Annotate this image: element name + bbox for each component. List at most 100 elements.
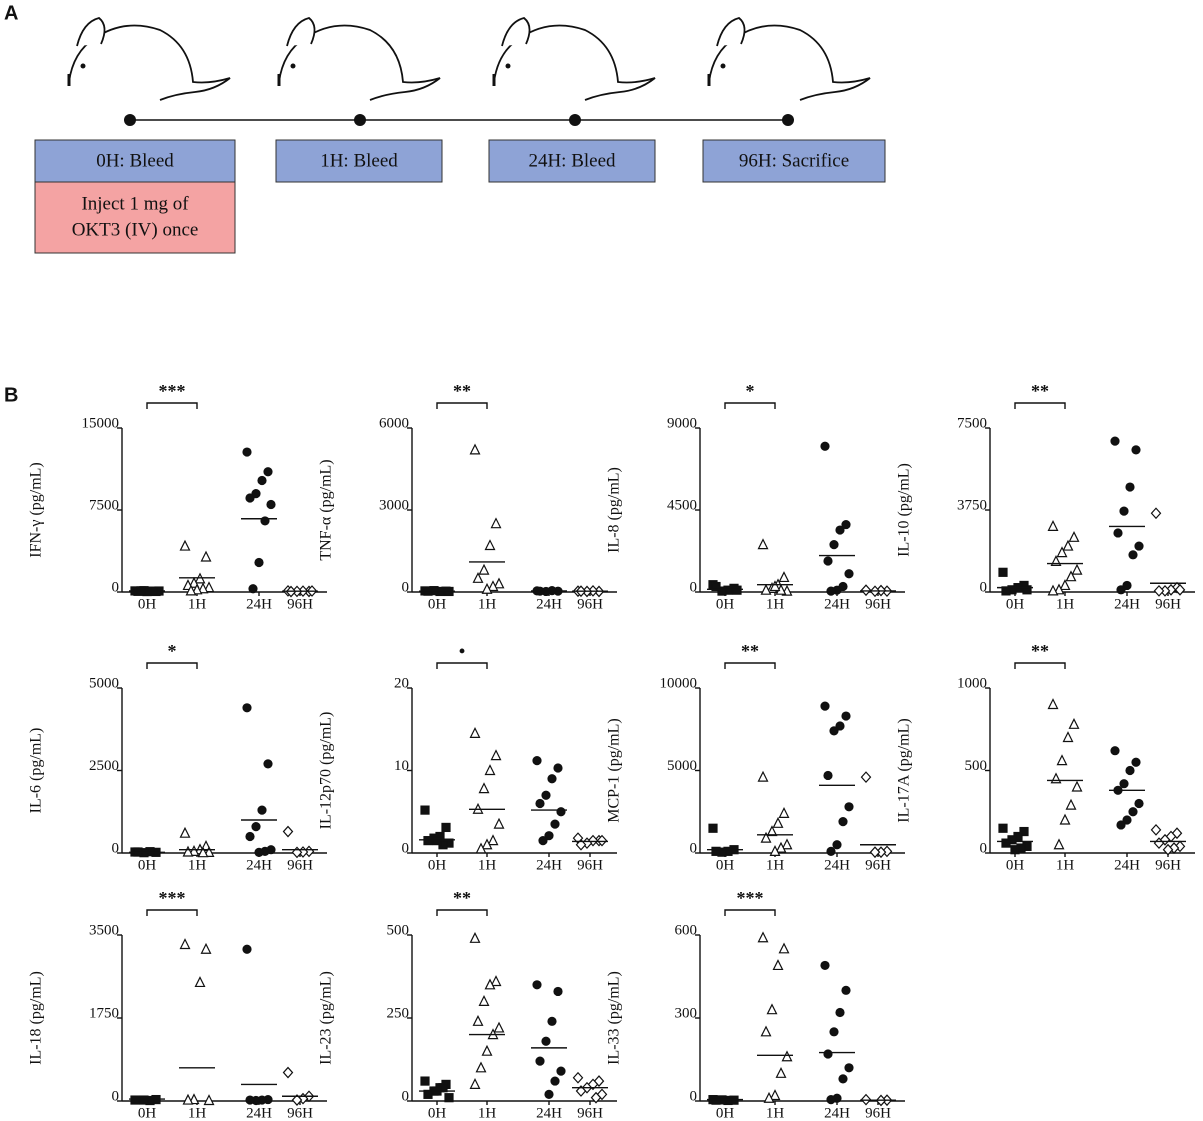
point bbox=[772, 959, 784, 971]
significance-bracket bbox=[724, 402, 776, 409]
point bbox=[544, 831, 554, 841]
point bbox=[775, 841, 787, 853]
x-tick-label: 0H bbox=[716, 857, 735, 873]
y-tick-label: 0 bbox=[402, 579, 410, 595]
point bbox=[423, 836, 433, 846]
point bbox=[444, 1093, 454, 1103]
point bbox=[826, 846, 836, 856]
point bbox=[191, 583, 203, 595]
point bbox=[1068, 530, 1080, 542]
note-box bbox=[34, 181, 236, 254]
point bbox=[556, 807, 566, 817]
point bbox=[291, 1094, 303, 1106]
point bbox=[829, 540, 839, 550]
significance-label: ** bbox=[453, 888, 471, 908]
y-tick-label: 6000 bbox=[379, 415, 409, 431]
point bbox=[484, 539, 496, 551]
x-tick-label: 0H bbox=[428, 596, 447, 612]
y-tick-label: 7500 bbox=[957, 415, 987, 431]
note-line: OKT3 (IV) once bbox=[72, 219, 199, 240]
significance-label: ** bbox=[741, 641, 759, 661]
point bbox=[203, 1094, 215, 1106]
x-tick-label: 1H bbox=[478, 596, 497, 612]
point bbox=[251, 821, 261, 832]
point bbox=[769, 845, 781, 856]
y-tick-label: 500 bbox=[387, 922, 410, 938]
x-tick-label: 1H bbox=[766, 1105, 785, 1121]
point bbox=[245, 831, 255, 842]
point bbox=[139, 1095, 149, 1105]
point bbox=[860, 584, 872, 597]
point bbox=[1128, 807, 1138, 817]
mouse-icon bbox=[492, 16, 657, 102]
point bbox=[841, 985, 851, 995]
mouse-icon bbox=[707, 16, 872, 102]
y-axis-label: IFN-γ (pg/mL) bbox=[28, 462, 45, 558]
point bbox=[484, 764, 496, 776]
point bbox=[179, 826, 191, 838]
point bbox=[200, 942, 212, 954]
significance-bracket bbox=[1014, 402, 1066, 409]
point bbox=[257, 475, 267, 486]
point bbox=[487, 580, 499, 592]
point bbox=[769, 580, 781, 592]
y-tick-label: 0 bbox=[112, 579, 120, 595]
x-tick-label: 24H bbox=[1114, 857, 1140, 873]
point bbox=[757, 931, 769, 943]
point bbox=[1134, 541, 1144, 551]
step-label: 24H: Bleed bbox=[528, 150, 616, 171]
point bbox=[441, 822, 451, 833]
y-axis-label: IL-10 (pg/mL) bbox=[896, 463, 913, 557]
x-tick-label: 0H bbox=[428, 857, 447, 873]
point bbox=[1019, 826, 1029, 837]
y-tick-label: 4500 bbox=[667, 497, 697, 513]
point bbox=[844, 569, 854, 579]
point bbox=[998, 823, 1008, 833]
point bbox=[1065, 798, 1077, 810]
point bbox=[835, 1007, 845, 1018]
point bbox=[1113, 528, 1123, 538]
point bbox=[775, 1066, 787, 1078]
point bbox=[254, 847, 264, 857]
point bbox=[1056, 754, 1068, 766]
point bbox=[823, 1049, 833, 1059]
point bbox=[245, 493, 255, 503]
point bbox=[1071, 563, 1083, 575]
point bbox=[820, 960, 830, 971]
significance-bracket bbox=[724, 662, 776, 669]
point bbox=[490, 517, 502, 529]
y-tick-label: 0 bbox=[402, 1088, 410, 1104]
point bbox=[1174, 583, 1186, 596]
y-tick-label: 0 bbox=[690, 579, 698, 595]
point bbox=[481, 838, 493, 850]
point bbox=[760, 831, 772, 843]
significance-bracket bbox=[146, 909, 198, 916]
point bbox=[708, 823, 718, 833]
point bbox=[1119, 779, 1129, 789]
step-box bbox=[488, 139, 656, 183]
x-tick-label: 24H bbox=[536, 857, 562, 873]
point bbox=[1053, 838, 1065, 850]
x-tick-label: 24H bbox=[536, 1105, 562, 1121]
point bbox=[263, 759, 273, 769]
point bbox=[1047, 584, 1059, 596]
mouse-icon bbox=[277, 16, 442, 102]
y-axis-label: IL-33 (pg/mL) bbox=[606, 971, 623, 1065]
y-axis-label: IL-23 (pg/mL) bbox=[318, 971, 335, 1065]
point bbox=[547, 1016, 557, 1026]
x-tick-label: 24H bbox=[536, 596, 562, 612]
point bbox=[763, 1091, 775, 1103]
point bbox=[1071, 780, 1083, 792]
point bbox=[838, 817, 848, 827]
point bbox=[1001, 838, 1011, 848]
point bbox=[478, 563, 490, 575]
point bbox=[493, 1021, 505, 1033]
point bbox=[1068, 717, 1080, 729]
significance-label: ** bbox=[453, 381, 471, 401]
point bbox=[254, 557, 264, 568]
x-tick-label: 1H bbox=[188, 1105, 207, 1121]
x-tick-label: 0H bbox=[138, 596, 157, 612]
point bbox=[257, 805, 267, 815]
point bbox=[532, 980, 542, 990]
point bbox=[245, 1095, 255, 1105]
